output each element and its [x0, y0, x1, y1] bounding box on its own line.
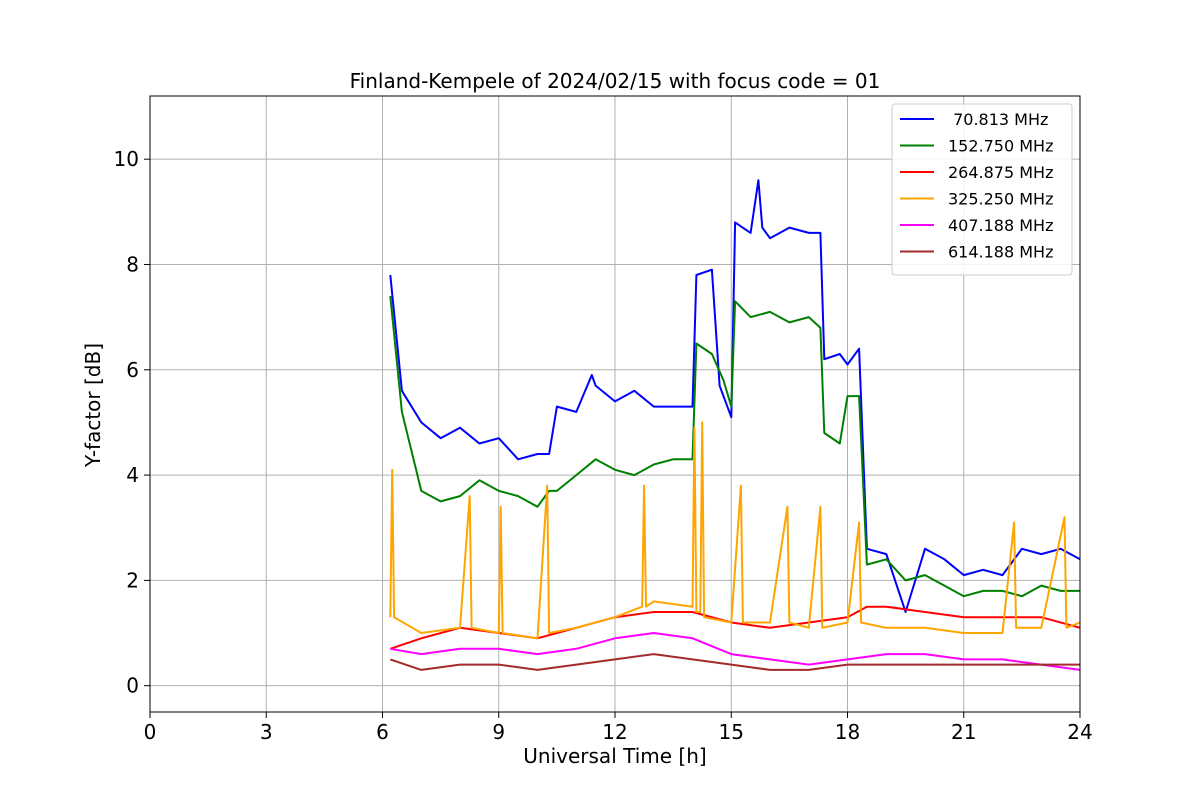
x-axis-label: Universal Time [h] — [523, 744, 706, 768]
y-tick-label: 0 — [126, 674, 139, 698]
series-line-1 — [389, 296, 1080, 598]
legend: 70.813 MHz 152.750 MHz 264.875 MHz 325.250 … — [891, 103, 1073, 276]
series-layer — [389, 179, 1081, 671]
legend-label-1: 152.750 MHz — [948, 137, 1053, 156]
x-tick-label: 24 — [1067, 720, 1092, 744]
y-tick-label: 10 — [114, 147, 139, 171]
series-line-4 — [390, 632, 1081, 671]
series-line-5 — [389, 653, 1080, 671]
y-tick-label: 2 — [126, 568, 139, 592]
y-axis-label: Y-factor [dB] — [81, 343, 105, 468]
legend-label-0: 70.813 MHz — [948, 110, 1048, 129]
series-line-3 — [389, 421, 1081, 640]
y-tick-label: 4 — [126, 463, 139, 487]
x-tick-label: 12 — [602, 720, 627, 744]
chart-title: Finland-Kempele of 2024/02/15 with focus… — [350, 69, 881, 93]
x-tick-label: 6 — [376, 720, 389, 744]
legend-label-5: 614.188 MHz — [948, 243, 1053, 262]
y-tick-label: 8 — [126, 252, 139, 276]
x-tick-label: 3 — [260, 720, 273, 744]
series-line-0 — [389, 179, 1081, 613]
x-tick-label: 0 — [144, 720, 157, 744]
y-tick-label: 6 — [126, 358, 139, 382]
legend-box — [891, 103, 1073, 276]
x-tick-label: 21 — [951, 720, 976, 744]
legend-label-2: 264.875 MHz — [948, 163, 1053, 182]
x-tick-label: 18 — [835, 720, 860, 744]
legend-label-3: 325.250 MHz — [948, 190, 1053, 209]
x-tick-label: 15 — [719, 720, 744, 744]
legend-label-4: 407.188 MHz — [948, 216, 1053, 235]
x-tick-label: 9 — [492, 720, 505, 744]
